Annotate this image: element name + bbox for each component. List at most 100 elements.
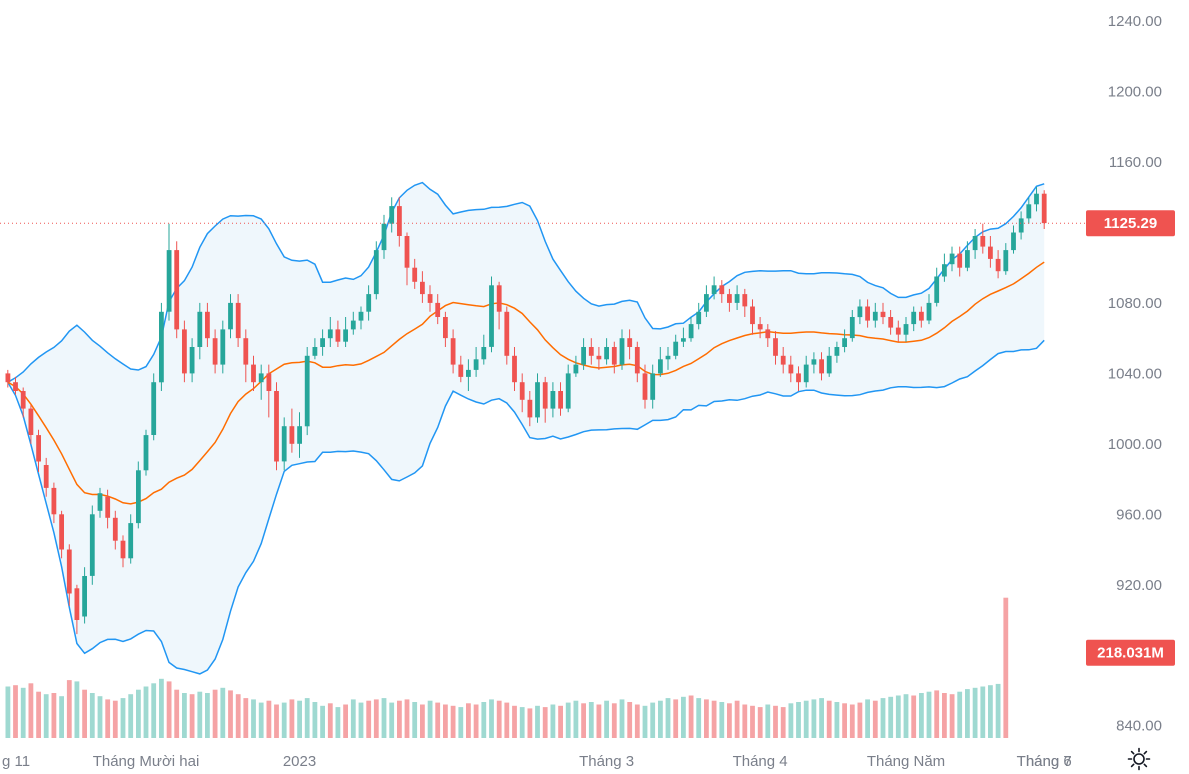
time-tick-label: Tháng 7 bbox=[1017, 753, 1072, 770]
candle-body bbox=[320, 338, 325, 347]
candle bbox=[251, 355, 256, 391]
volume-bar bbox=[443, 704, 448, 738]
volume-bar bbox=[197, 691, 203, 738]
candle-body bbox=[773, 338, 778, 356]
candle bbox=[281, 417, 287, 471]
candle bbox=[658, 347, 663, 377]
candle bbox=[965, 241, 970, 272]
volume-bar bbox=[43, 694, 49, 738]
volume-bar bbox=[343, 704, 348, 738]
candle bbox=[565, 364, 571, 413]
volume-bar bbox=[266, 700, 272, 738]
time-tick-label: Tháng Năm bbox=[867, 753, 945, 770]
volume-bar bbox=[542, 707, 548, 738]
candle bbox=[43, 457, 49, 497]
candle-body bbox=[926, 302, 932, 321]
candle bbox=[389, 197, 395, 233]
candle bbox=[358, 306, 364, 330]
volume-bar bbox=[796, 702, 801, 738]
volume-bar bbox=[151, 683, 157, 738]
candle bbox=[811, 352, 817, 374]
price-tick-label: 1160.00 bbox=[1109, 154, 1162, 171]
volume-bar bbox=[489, 699, 494, 738]
volume-bar bbox=[750, 705, 755, 738]
candle bbox=[74, 584, 80, 635]
candle bbox=[942, 253, 947, 282]
candle-body bbox=[504, 311, 510, 356]
price-tick-label: 1240.00 bbox=[1108, 13, 1162, 30]
candle-body bbox=[74, 588, 80, 620]
volume-bar bbox=[995, 683, 1001, 738]
candle-body bbox=[443, 317, 448, 339]
time-axis[interactable]: g 11 Tháng Mười hai 2023 Tháng 3 Tháng 4 Thán… bbox=[2, 753, 1072, 770]
volume-bar bbox=[166, 681, 172, 738]
candle bbox=[796, 366, 801, 391]
candle-body bbox=[519, 382, 525, 400]
candle bbox=[312, 338, 318, 360]
volume-bar bbox=[596, 704, 602, 738]
candle bbox=[842, 329, 847, 353]
candle-body bbox=[742, 294, 748, 307]
candle-body bbox=[466, 369, 471, 377]
candle-body bbox=[650, 373, 656, 400]
candle bbox=[619, 329, 625, 370]
volume-bar bbox=[82, 689, 87, 738]
candle-body bbox=[627, 338, 633, 347]
candle bbox=[750, 299, 755, 335]
candle-body bbox=[642, 373, 648, 400]
volume-bar bbox=[872, 700, 878, 738]
candle-body bbox=[842, 338, 847, 347]
candle bbox=[872, 302, 878, 328]
candle-body bbox=[727, 294, 732, 303]
candle bbox=[13, 376, 18, 395]
candle-body bbox=[489, 285, 494, 347]
candle-body bbox=[397, 206, 402, 236]
volume-bar bbox=[957, 691, 963, 738]
candle-body bbox=[880, 311, 886, 318]
chart-settings-button[interactable] bbox=[1124, 744, 1154, 774]
candle bbox=[688, 317, 694, 342]
candle-body bbox=[527, 399, 533, 418]
candle bbox=[327, 317, 333, 347]
candle-body bbox=[957, 253, 963, 268]
candle-body bbox=[826, 355, 832, 374]
candle-body bbox=[658, 359, 663, 374]
candle bbox=[174, 241, 180, 339]
candle bbox=[243, 329, 249, 383]
candle-body bbox=[696, 311, 702, 325]
volume-bar bbox=[588, 702, 594, 738]
volume-bar bbox=[834, 702, 840, 738]
volume-bar bbox=[481, 702, 487, 738]
volume-bar bbox=[865, 699, 870, 738]
candle bbox=[1003, 243, 1009, 275]
volume-bar bbox=[136, 689, 141, 738]
volume-bar bbox=[258, 702, 264, 738]
volume-bar bbox=[895, 695, 901, 738]
candle-body bbox=[780, 355, 786, 365]
candle bbox=[681, 327, 686, 347]
sun-gear-icon bbox=[1127, 747, 1151, 771]
candles[interactable] bbox=[5, 186, 1047, 635]
price-tick-label: 960.00 bbox=[1116, 506, 1162, 523]
volume-bar bbox=[36, 691, 41, 738]
candle-body bbox=[412, 267, 418, 282]
candle-body bbox=[995, 258, 1001, 272]
candle bbox=[228, 294, 233, 339]
volume-bar bbox=[350, 699, 356, 738]
candle-body bbox=[788, 364, 794, 374]
candle bbox=[112, 510, 118, 550]
candle bbox=[765, 324, 771, 347]
candle-body bbox=[849, 317, 855, 339]
price-axis[interactable]: 1240.00 1200.00 1160.00 1080.00 1040.00 1000.… bbox=[1108, 13, 1162, 735]
candle bbox=[1034, 186, 1039, 212]
volume-bar bbox=[228, 690, 233, 738]
volume-bar bbox=[658, 700, 663, 738]
candle bbox=[335, 320, 341, 347]
candle-body bbox=[750, 306, 755, 325]
candle-body bbox=[596, 355, 602, 360]
candle bbox=[189, 338, 195, 383]
candle bbox=[604, 338, 609, 365]
volume-bar bbox=[412, 702, 418, 738]
candle-body bbox=[159, 311, 164, 383]
